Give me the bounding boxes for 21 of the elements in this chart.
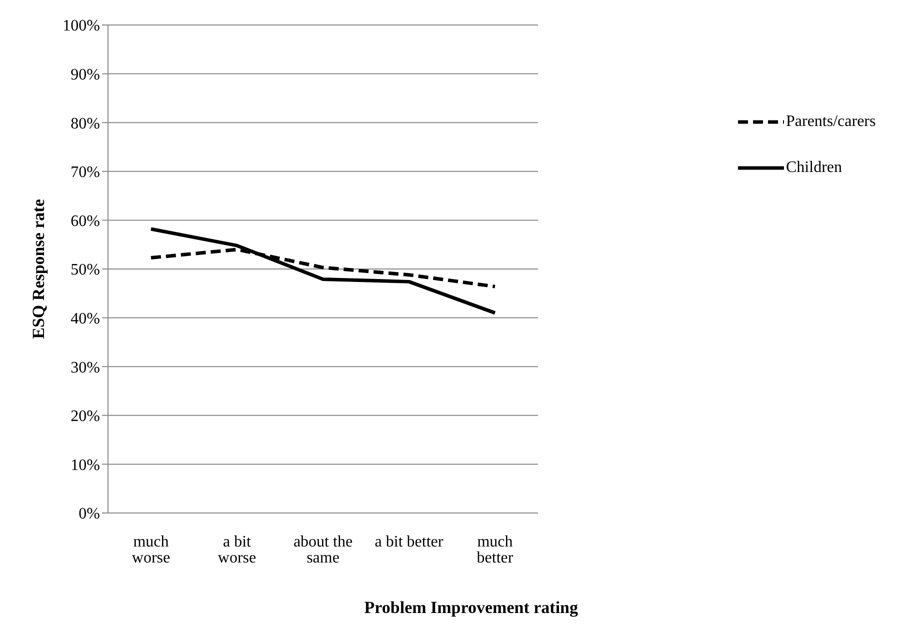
y-tick-label: 10%	[70, 456, 100, 474]
y-tick-label: 40%	[70, 310, 100, 328]
y-tick-label: 60%	[70, 212, 100, 230]
x-axis-title: Problem Improvement rating	[364, 598, 578, 617]
y-tick-label: 50%	[70, 262, 100, 279]
y-tick-label: 80%	[70, 115, 100, 132]
x-tick-label: about the same	[293, 533, 353, 566]
y-tick-label: 20%	[70, 408, 100, 426]
y-tick-label: 90%	[70, 66, 100, 84]
x-tick-label: a bit better	[374, 533, 444, 550]
y-tick-label: 100%	[62, 18, 100, 35]
legend-label: Parents/carers	[786, 113, 876, 131]
x-tick-label: much better	[476, 533, 514, 566]
line-series	[149, 227, 497, 315]
x-tick-label: much worse	[132, 533, 170, 566]
x-tick-label: a bit worse	[218, 533, 256, 566]
legend-label: Children	[786, 159, 842, 177]
y-tick-label: 0%	[78, 506, 100, 523]
y-axis-title: ESQ Response rate	[29, 198, 48, 339]
y-tick-label: 70%	[70, 164, 100, 182]
y-tick-label: 30%	[70, 359, 100, 376]
